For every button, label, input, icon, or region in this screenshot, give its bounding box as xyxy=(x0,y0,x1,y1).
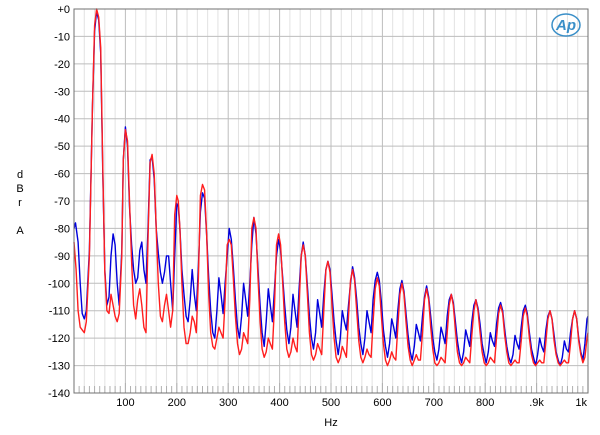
x-tick-label: 400 xyxy=(270,397,288,409)
y-axis-label-char: A xyxy=(16,225,24,237)
x-tick-label: 800 xyxy=(476,397,494,409)
y-axis-label-char: r xyxy=(18,197,22,209)
ap-logo-ring xyxy=(551,13,581,37)
y-tick-label: +0 xyxy=(57,4,70,16)
y-tick-label: -10 xyxy=(54,31,70,43)
y-tick-label: -80 xyxy=(54,223,70,235)
series-layer xyxy=(73,8,589,367)
y-tick-labels: +0 -10 -20 -30 -40 -50 -60 -70 -80 -90 -100 -110 -12… xyxy=(48,4,70,400)
y-axis-label-char: B xyxy=(16,183,23,195)
x-tick-label: 500 xyxy=(322,397,340,409)
y-tick-label: -30 xyxy=(54,86,70,98)
y-tick-label: -120 xyxy=(48,333,70,345)
x-axis-label: Hz xyxy=(324,417,337,429)
x-tick-label: 1k xyxy=(575,397,587,409)
x-tick-label: 600 xyxy=(373,397,391,409)
y-tick-label: -130 xyxy=(48,361,70,373)
x-minor-ticks xyxy=(78,383,584,393)
x-tick-label: 200 xyxy=(168,397,186,409)
y-tick-label: -110 xyxy=(49,306,70,318)
x-tick-label: .9k xyxy=(529,397,544,409)
ap-logo: Ap xyxy=(551,13,581,37)
y-axis-label: d B r A xyxy=(16,169,24,237)
y-tick-label: -100 xyxy=(48,278,70,290)
x-tick-label: 100 xyxy=(116,397,134,409)
y-tick-label: -70 xyxy=(54,196,70,208)
y-axis-label-char: d xyxy=(17,169,23,181)
plot-frame xyxy=(73,8,589,394)
ap-logo-text: Ap xyxy=(555,17,576,34)
y-tick-label: -90 xyxy=(54,251,70,263)
x-tick-label: 700 xyxy=(425,397,443,409)
series-line-red xyxy=(73,8,589,367)
y-tick-label: -40 xyxy=(54,114,70,126)
y-tick-label: -20 xyxy=(54,59,70,71)
x-tick-labels: 100 200 300 400 500 600 700 800 .9k 1k xyxy=(116,397,587,409)
y-tick-label: -50 xyxy=(54,141,70,153)
y-tick-label: -60 xyxy=(54,169,70,181)
y-tick-label: -140 xyxy=(48,388,70,400)
x-tick-label: 300 xyxy=(219,397,237,409)
